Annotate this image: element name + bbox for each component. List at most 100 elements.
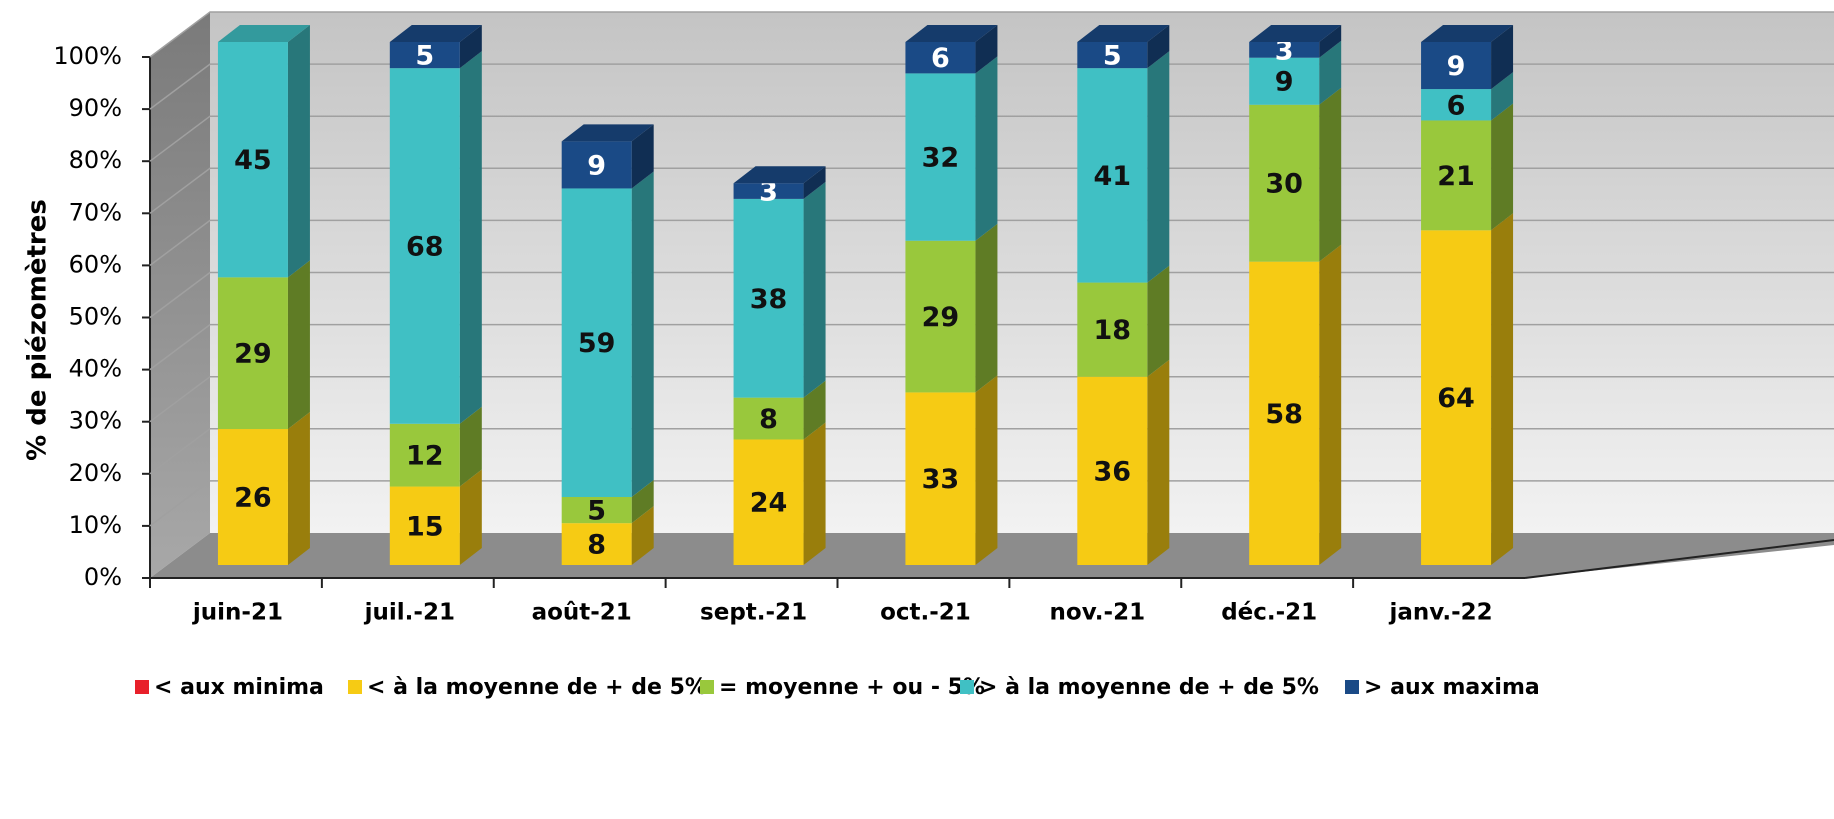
legend-swatch — [1345, 680, 1359, 694]
legend-swatch — [960, 680, 974, 694]
bar — [1421, 42, 1492, 90]
y-tick-label: 20% — [69, 459, 122, 487]
legend-label: > à la moyenne de + de 5% — [979, 675, 1319, 700]
bar-side — [1319, 244, 1342, 565]
bar — [1249, 261, 1320, 565]
bar-segment: 3 — [1249, 25, 1342, 66]
y-tick-label: 0% — [84, 563, 122, 591]
value-label: 12 — [406, 441, 444, 472]
bar — [905, 392, 976, 565]
value-label: 21 — [1437, 161, 1475, 192]
bar — [905, 240, 976, 393]
value-label: 5 — [587, 496, 606, 527]
bar — [1249, 42, 1320, 58]
value-label: 9 — [1275, 67, 1294, 98]
bar-segment: 15 — [389, 469, 482, 565]
bar-segment: 58 — [1249, 244, 1342, 565]
bar-segment: 29 — [905, 223, 998, 393]
bar-top — [733, 166, 826, 184]
bar — [217, 42, 288, 278]
bar-top — [1077, 25, 1170, 42]
bar-segment: 8 — [561, 506, 654, 565]
x-tick-label: août-21 — [532, 600, 632, 626]
x-tick-label: oct.-21 — [880, 600, 971, 626]
value-label: 38 — [750, 284, 788, 315]
x-tick-label: sept.-21 — [700, 600, 807, 626]
bar-side — [1491, 213, 1514, 565]
bar-side — [975, 25, 998, 74]
value-label: 9 — [1447, 51, 1466, 82]
value-label: 8 — [587, 530, 606, 561]
legend-swatch — [700, 680, 714, 694]
bar-side — [287, 412, 310, 565]
legend-swatch — [135, 680, 149, 694]
bar-segment: 12 — [389, 406, 482, 487]
value-label: 59 — [578, 328, 616, 359]
legend-label: < aux minima — [154, 675, 324, 700]
bar-segment: 24 — [733, 422, 826, 565]
bar — [1249, 104, 1320, 262]
bar-top — [905, 25, 998, 42]
value-label: 41 — [1094, 161, 1132, 192]
bar-top — [389, 25, 482, 42]
bar-side — [1147, 25, 1170, 69]
value-label: 8 — [759, 404, 778, 435]
bar-side — [1319, 25, 1342, 58]
bar-segment: 59 — [561, 171, 654, 498]
value-label: 24 — [750, 488, 788, 519]
bar-side — [631, 506, 654, 565]
bar-segment: 9 — [1421, 25, 1514, 90]
bar — [561, 188, 632, 498]
bar-side — [975, 223, 998, 393]
y-tick-label: 90% — [69, 94, 122, 122]
value-label: 5 — [1103, 41, 1122, 72]
bar — [733, 183, 804, 199]
bar-segment: 8 — [733, 380, 826, 440]
bar — [217, 277, 288, 430]
bar-side — [459, 469, 482, 565]
bar-side — [287, 25, 310, 278]
bar-side — [1319, 40, 1342, 105]
bar-segment: 32 — [905, 56, 998, 241]
bar-segment: 3 — [733, 166, 826, 208]
bar — [389, 423, 460, 487]
legend-label: = moyenne + ou - 5% — [719, 675, 985, 700]
value-label: 29 — [922, 302, 960, 333]
bar-side — [1491, 72, 1514, 121]
bar-segment: 45 — [217, 25, 310, 278]
y-tick-label: 100% — [53, 42, 122, 70]
bar — [1249, 57, 1320, 105]
bar-segment: 36 — [1077, 359, 1170, 565]
y-tick-label: 30% — [69, 407, 122, 435]
bar-top — [217, 25, 310, 42]
value-label: 58 — [1265, 399, 1303, 430]
bar-segment: 5 — [1077, 25, 1170, 72]
bar-segment: 5 — [561, 480, 654, 527]
value-label: 9 — [587, 150, 606, 181]
value-label: 33 — [922, 464, 960, 495]
value-label: 5 — [415, 41, 434, 72]
value-label: 64 — [1437, 383, 1475, 414]
bar-top — [1249, 25, 1342, 42]
bar-segment: 38 — [733, 181, 826, 398]
bar-segment: 30 — [1249, 87, 1342, 262]
bar — [905, 42, 976, 74]
bar-side — [459, 25, 482, 69]
y-tick-label: 60% — [69, 250, 122, 278]
bar-side — [803, 181, 826, 398]
bar-side — [631, 124, 654, 189]
y-tick-label: 70% — [69, 198, 122, 226]
value-label: 18 — [1094, 315, 1132, 346]
y-tick-label: 50% — [69, 303, 122, 331]
bar — [389, 486, 460, 565]
bar-side — [1319, 87, 1342, 262]
value-label: 3 — [1275, 35, 1294, 66]
x-tick-label: janv.-22 — [1388, 600, 1492, 626]
bar — [561, 523, 632, 565]
legend-label: > aux maxima — [1364, 675, 1540, 700]
bars: 2629451512685855992483833329326361841558… — [217, 25, 1514, 565]
value-label: 6 — [931, 43, 950, 74]
bar-segment: 6 — [905, 25, 998, 74]
bar — [1077, 282, 1148, 377]
value-label: 36 — [1094, 456, 1132, 487]
